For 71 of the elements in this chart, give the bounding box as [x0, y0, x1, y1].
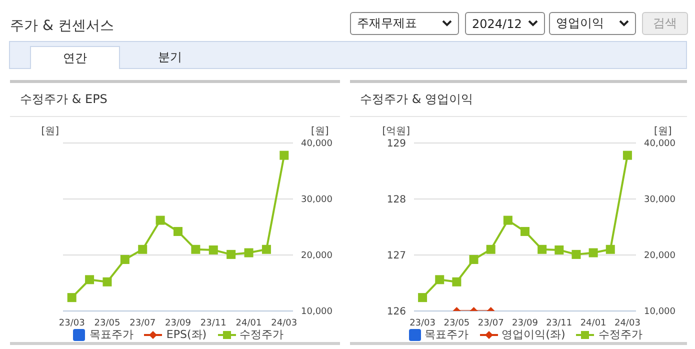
text: 분기 [157, 49, 183, 66]
y-tick-label: 128 [386, 194, 406, 206]
x-tick-label: 24/01 [580, 318, 606, 328]
x-tick-label: 24/03 [614, 318, 640, 328]
text: 연간 [30, 46, 120, 69]
y-tick-label: 127 [386, 250, 406, 262]
point [138, 244, 148, 254]
text: 영업이익 [556, 15, 604, 32]
text: 주재무제표 [357, 15, 417, 32]
text: 주가 & 컨센서스 [10, 17, 114, 35]
x-tick-label: 23/11 [546, 318, 572, 328]
point [572, 250, 581, 259]
point [208, 245, 218, 254]
x-tick-label: 23/05 [444, 318, 470, 328]
x-tick-label: 23/09 [512, 318, 538, 328]
x-tick-label: 23/07 [478, 318, 504, 328]
y2-tick-label: 40,000 [644, 139, 676, 150]
point [244, 248, 254, 258]
point [191, 244, 200, 254]
point [554, 245, 564, 254]
legend-label: 수정주가 [597, 327, 642, 342]
point [538, 244, 547, 254]
legend-label: 영업이익(좌) [500, 327, 566, 342]
point [85, 275, 94, 284]
point [452, 277, 462, 286]
x-tick-label: 23/03 [58, 318, 85, 328]
point [226, 250, 236, 259]
x-tick-label: 23/05 [94, 318, 120, 328]
legend-label: EPS(좌) [165, 327, 207, 342]
x-tick-label: 23/11 [200, 318, 226, 328]
point [120, 254, 130, 264]
point [418, 293, 428, 302]
y2-axis-title: [원] [654, 125, 672, 138]
point [262, 244, 271, 254]
legend-label: 수정주가 [238, 327, 284, 342]
point [606, 244, 615, 254]
x-tick-label: 24/01 [236, 318, 262, 328]
text: 2024/12 [472, 16, 522, 30]
point [503, 216, 512, 225]
legend-label: 목표주가 [424, 327, 469, 342]
point [67, 293, 76, 302]
chart-title: 수정주가 & 영업이익 [360, 91, 473, 108]
y2-axis-title: [원] [311, 125, 329, 138]
point [280, 150, 289, 160]
point [486, 244, 496, 254]
point [174, 226, 182, 236]
point [520, 226, 530, 236]
point [469, 254, 478, 264]
point [435, 275, 444, 284]
y2-tick-label: 20,000 [301, 251, 333, 262]
y2-tick-label: 30,000 [301, 195, 333, 206]
point [156, 216, 165, 225]
x-tick-label: 23/07 [130, 318, 156, 328]
x-tick-label: 23/09 [165, 318, 192, 328]
x-tick-label: 23/03 [410, 318, 436, 328]
y-tick-label: 126 [386, 306, 406, 318]
y-axis-title: [원] [40, 125, 59, 138]
legend-label: 목표주가 [88, 327, 134, 342]
y-tick-label: 129 [386, 138, 406, 150]
y-axis-title: [억원] [381, 125, 410, 138]
y2-tick-label: 10,000 [301, 307, 333, 318]
y2-tick-label: 20,000 [644, 251, 676, 262]
chart-title: 수정주가 & EPS [20, 91, 108, 108]
y2-tick-label: 10,000 [644, 307, 676, 318]
y2-tick-label: 30,000 [644, 195, 676, 206]
point [588, 248, 598, 258]
point [102, 277, 112, 286]
x-tick-label: 24/03 [271, 318, 298, 328]
y2-tick-label: 40,000 [301, 139, 333, 150]
point [622, 150, 632, 160]
text: 검색 [642, 12, 688, 35]
